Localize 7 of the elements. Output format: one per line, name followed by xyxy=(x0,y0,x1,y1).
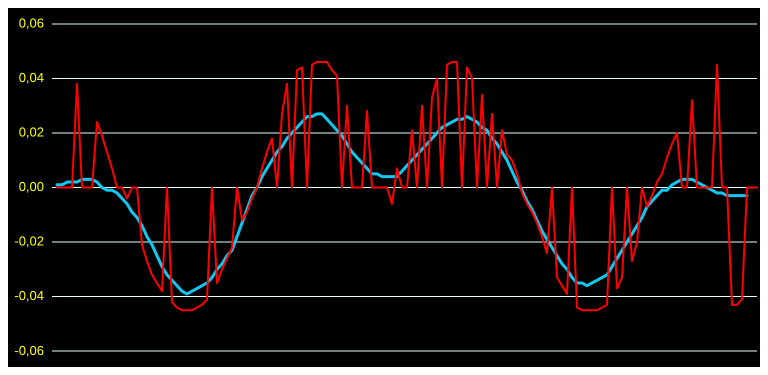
y-tick-label: -0,02 xyxy=(14,234,44,249)
y-tick-label: -0,06 xyxy=(14,342,44,358)
y-tick-label: 0,00 xyxy=(18,179,44,194)
y-tick-label: 0,04 xyxy=(18,70,44,85)
y-tick-label: -0,04 xyxy=(14,288,44,304)
y-tick-label: 0,02 xyxy=(18,124,44,140)
y-tick-label: 0,06 xyxy=(18,15,44,30)
